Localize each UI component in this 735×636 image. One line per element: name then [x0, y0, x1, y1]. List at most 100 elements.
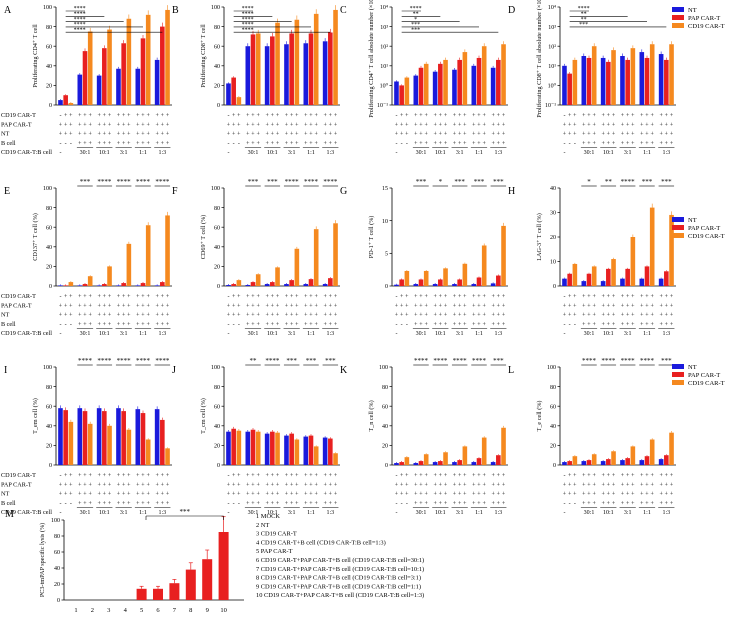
x-tick-label: 7 — [173, 607, 177, 614]
table-cell: + — [271, 132, 275, 138]
bar-nt — [452, 284, 457, 286]
bar-nt — [303, 43, 309, 105]
bar-cd19-car-t — [313, 13, 319, 105]
y-tick-label: 20 — [54, 582, 60, 588]
legend-label: NT — [688, 217, 697, 224]
table-cell: + — [612, 141, 616, 147]
table-cell: + — [665, 492, 669, 498]
table-cell: + — [400, 294, 404, 300]
table-cell: + — [161, 473, 165, 479]
table-cell: + — [472, 322, 476, 328]
panel-letter: J — [172, 365, 176, 376]
table-cell: + — [651, 122, 655, 128]
bar-cd19-car-t — [591, 454, 597, 465]
table-cell: + — [295, 473, 299, 479]
table-cell: + — [425, 294, 429, 300]
y-tick-label: 0 — [217, 463, 220, 469]
table-cell: + — [568, 313, 572, 319]
table-cell: + — [573, 473, 577, 479]
x-tick-label: 3 — [107, 607, 110, 614]
table-cell: + — [631, 294, 635, 300]
ratio-label: 30:1 — [248, 510, 259, 516]
table-cell: + — [612, 492, 616, 498]
table-cell: - — [563, 113, 565, 119]
bar-pap-car-t — [476, 277, 482, 286]
table-cell: + — [251, 322, 255, 328]
bar-cd19-car-t — [501, 44, 506, 105]
y-tick-label: 40 — [550, 424, 556, 430]
table-cell: + — [502, 303, 506, 309]
table-cell: + — [477, 303, 481, 309]
table-cell: + — [491, 501, 495, 507]
table-cell: + — [472, 501, 476, 507]
table-cell: + — [69, 313, 73, 319]
table-cell: + — [141, 482, 145, 488]
table-cell: + — [665, 501, 669, 507]
table-cell: + — [251, 122, 255, 128]
ratio-label: 3:1 — [120, 331, 128, 337]
table-cell: + — [626, 492, 630, 498]
bar-cd19-car-t — [145, 14, 151, 106]
table-cell: + — [659, 294, 663, 300]
table-cell: + — [161, 141, 165, 147]
table-cell: + — [472, 303, 476, 309]
table-cell: + — [419, 294, 423, 300]
table-cell: + — [315, 501, 319, 507]
table-cell: + — [166, 303, 170, 309]
table-cell: + — [463, 113, 467, 119]
table-cell: + — [593, 322, 597, 328]
table-cell: + — [323, 501, 327, 507]
table-cell: + — [645, 313, 649, 319]
table-cell: + — [108, 322, 112, 328]
table-cell: + — [103, 303, 107, 309]
table-cell: + — [607, 322, 611, 328]
bar-pap-car-t — [586, 57, 592, 105]
table-cell: + — [64, 313, 68, 319]
table-cell: - — [395, 501, 397, 507]
table-cell: - — [59, 294, 61, 300]
table-cell: + — [83, 501, 87, 507]
bar-pap-car-t — [308, 435, 314, 465]
table-cell: + — [265, 141, 269, 147]
ratio-label: 3:1 — [288, 331, 296, 337]
table-cell: + — [497, 141, 501, 147]
table-cell: + — [334, 303, 338, 309]
ratio-label: 30:1 — [80, 510, 91, 516]
bar-lysis — [136, 588, 147, 600]
table-cell: + — [631, 492, 635, 498]
table-cell: + — [246, 294, 250, 300]
significance-label: *** — [325, 357, 336, 365]
bar-pap-car-t — [250, 429, 256, 465]
ratio-label: 30:1 — [80, 150, 91, 156]
table-cell: + — [651, 303, 655, 309]
table-cell: + — [444, 113, 448, 119]
ratio-label: 1:1 — [475, 510, 483, 516]
table-cell: + — [64, 303, 68, 309]
table-cell: + — [83, 141, 87, 147]
table-cell: + — [670, 322, 674, 328]
table-cell: + — [295, 501, 299, 507]
table-cell: + — [626, 322, 630, 328]
bar-cd19-car-t — [145, 439, 151, 465]
table-cell: + — [136, 122, 140, 128]
table-cell: + — [155, 303, 159, 309]
table-cell: + — [601, 294, 605, 300]
table-cell: - — [227, 141, 229, 147]
bar-pap-car-t — [567, 273, 572, 286]
table-cell: + — [607, 492, 611, 498]
table-cell: + — [166, 473, 170, 479]
bar-nt — [135, 409, 141, 465]
table-cell: + — [147, 113, 151, 119]
ratio-label: - — [563, 510, 565, 516]
ratio-label: 30:1 — [248, 150, 259, 156]
ratio-label: 1:1 — [643, 510, 651, 516]
table-cell: + — [304, 482, 308, 488]
ratio-label: 1:1 — [475, 150, 483, 156]
table-cell: + — [477, 492, 481, 498]
y-tick-label: 0 — [49, 103, 52, 109]
table-cell: + — [136, 132, 140, 138]
bar-nt — [432, 284, 438, 286]
table-cell: + — [645, 303, 649, 309]
table-cell: + — [587, 492, 591, 498]
table-cell: + — [670, 492, 674, 498]
